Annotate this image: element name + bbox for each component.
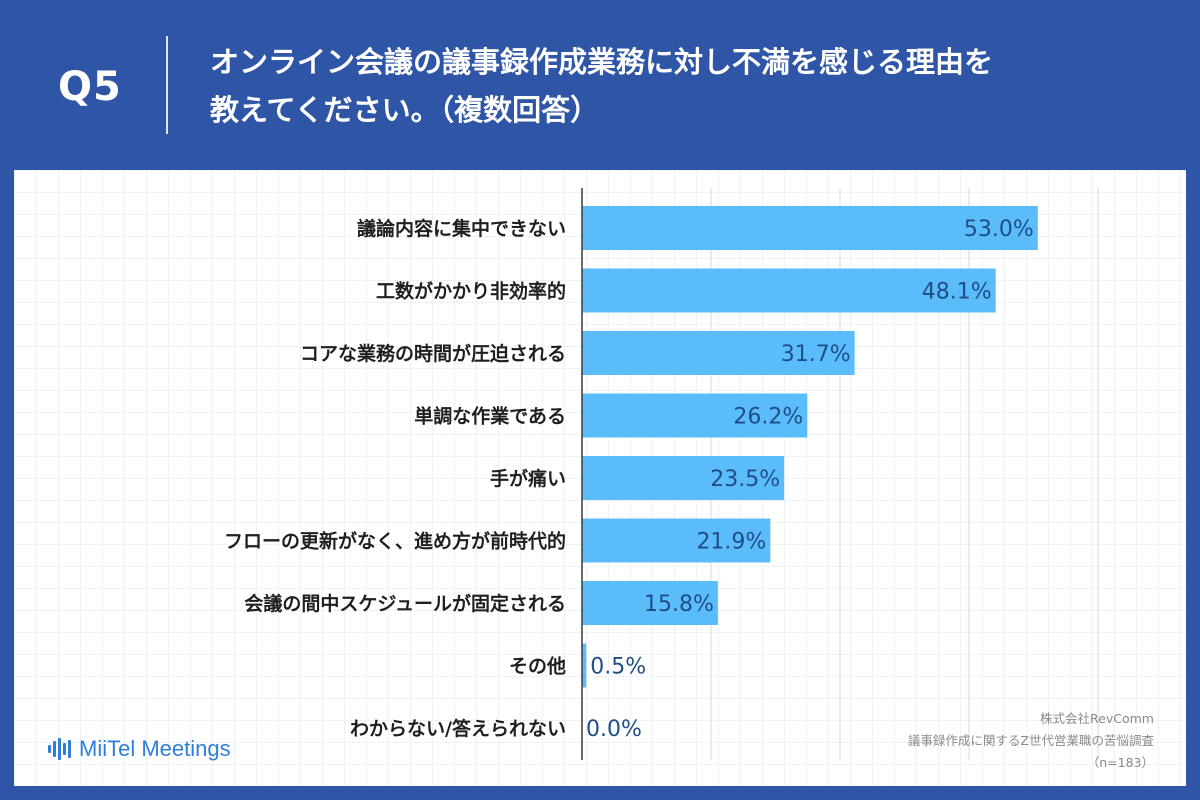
header: Q5 オンライン会議の議事録作成業務に対し不満を感じる理由を 教えてください。（…: [0, 0, 1200, 170]
question-text: オンライン会議の議事録作成業務に対し不満を感じる理由を 教えてください。（複数回…: [210, 38, 1170, 134]
category-label: 会議の間中スケジュールが固定される: [244, 592, 566, 615]
value-label: 21.9%: [696, 530, 766, 555]
brand-name: MiiTel Meetings: [79, 736, 231, 761]
question-line-1: オンライン会議の議事録作成業務に対し不満を感じる理由を: [210, 45, 994, 79]
sound-wave-icon: [48, 738, 71, 760]
value-label: 53.0%: [964, 217, 1034, 242]
value-label: 26.2%: [733, 405, 803, 430]
value-label: 0.5%: [590, 655, 646, 680]
header-divider: [166, 36, 168, 134]
value-label: 15.8%: [644, 592, 714, 617]
source-survey: 議事録作成に関するZ世代営業職の苦悩調査: [907, 733, 1154, 748]
question-line-2: 教えてください。（複数回答）: [210, 93, 600, 127]
category-label: フローの更新がなく、進め方が前時代的: [224, 530, 566, 553]
question-number: Q5: [58, 64, 122, 110]
chart-panel: 議論内容に集中できない 53.0% 工数がかかり非効率的 48.1% コアな業務の時間が…: [14, 170, 1186, 786]
category-label: コアな業務の時間が圧迫される: [300, 342, 566, 365]
bar: [582, 456, 785, 500]
bar: [582, 268, 996, 313]
bar: [582, 206, 1038, 250]
source-note: 株式会社RevComm 議事録作成に関するZ世代営業職の苦悩調査 （n=183）: [908, 708, 1154, 774]
bar: [582, 643, 587, 688]
bar: [582, 393, 808, 438]
bar-chart: 議論内容に集中できない 53.0% 工数がかかり非効率的 48.1% コアな業務の時間が…: [224, 188, 1099, 760]
category-label: 単調な作業である: [414, 405, 566, 428]
category-label: その他: [509, 655, 566, 678]
value-label: 23.5%: [710, 467, 780, 492]
miitel-logo: MiiTel Meetings: [48, 736, 231, 762]
value-label: 0.0%: [586, 717, 642, 742]
value-label: 48.1%: [922, 280, 992, 305]
category-label: 議論内容に集中できない: [357, 217, 566, 240]
source-company: 株式会社RevComm: [1040, 711, 1154, 726]
bar: [582, 331, 855, 375]
bar: [582, 518, 771, 563]
category-label: わからない/答えられない: [350, 717, 566, 740]
category-label: 工数がかかり非効率的: [376, 280, 566, 303]
value-label: 31.7%: [781, 342, 851, 367]
source-sample-size: （n=183）: [1086, 755, 1154, 770]
bar: [582, 581, 718, 625]
category-label: 手が痛い: [490, 467, 566, 490]
